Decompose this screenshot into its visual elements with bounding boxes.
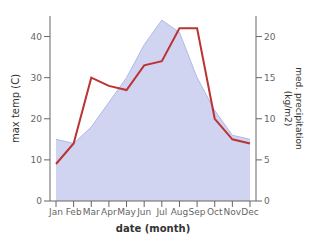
svg-text:med. precipitation(kg/m2): med. precipitation(kg/m2) xyxy=(283,67,304,149)
svg-text:Oct: Oct xyxy=(207,207,223,217)
svg-text:20: 20 xyxy=(31,114,43,124)
svg-text:Apr: Apr xyxy=(101,207,117,217)
svg-text:Jun: Jun xyxy=(136,207,151,217)
svg-text:Nov: Nov xyxy=(224,207,242,217)
svg-text:max temp (C): max temp (C) xyxy=(10,74,21,143)
svg-text:Dec: Dec xyxy=(241,207,258,217)
svg-text:0: 0 xyxy=(264,196,270,206)
svg-text:Jul: Jul xyxy=(155,207,167,217)
svg-text:date (month): date (month) xyxy=(116,223,190,234)
svg-text:5: 5 xyxy=(264,155,270,165)
svg-text:Jan: Jan xyxy=(48,207,63,217)
svg-text:Aug: Aug xyxy=(171,207,189,217)
svg-text:20: 20 xyxy=(264,32,276,42)
svg-text:0: 0 xyxy=(36,196,42,206)
svg-text:30: 30 xyxy=(31,73,43,83)
svg-text:Mar: Mar xyxy=(83,207,100,217)
svg-text:May: May xyxy=(117,207,136,217)
svg-text:40: 40 xyxy=(31,32,43,42)
svg-text:Feb: Feb xyxy=(66,207,82,217)
svg-text:10: 10 xyxy=(264,114,276,124)
svg-text:Sep: Sep xyxy=(189,207,206,217)
svg-text:15: 15 xyxy=(264,73,275,83)
svg-text:10: 10 xyxy=(31,155,43,165)
